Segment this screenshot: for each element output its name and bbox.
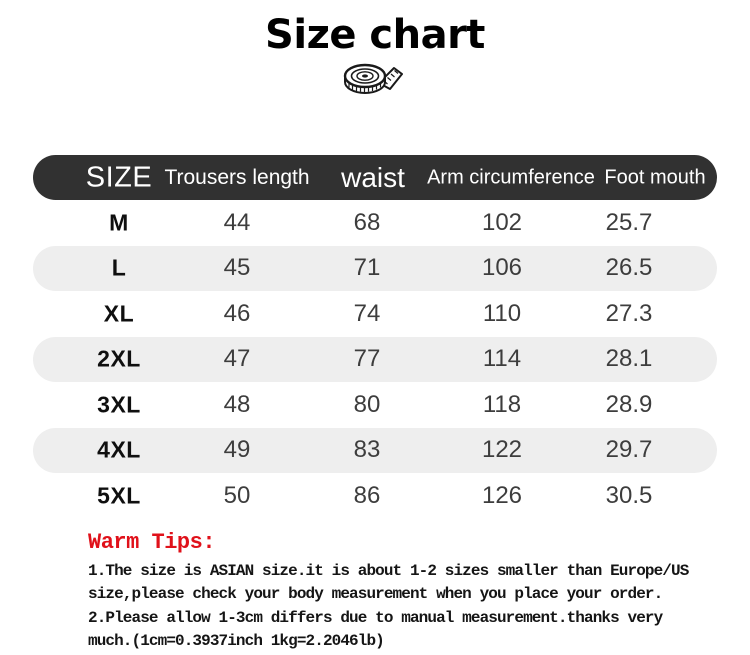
tip-line: 1.The size is ASIAN size.it is about 1-2… <box>88 561 689 580</box>
value-cell: 28.9 <box>605 390 653 418</box>
size-label: L <box>111 254 127 281</box>
value-cell: 110 <box>482 299 522 327</box>
value-cell: 122 <box>481 436 523 464</box>
size-label: M <box>109 209 129 236</box>
table-row-m: M 44 68 102 25.7 <box>33 200 717 246</box>
value-cell: 49 <box>223 436 251 464</box>
table-row-5xl: 5XL 50 86 126 30.5 <box>33 473 717 519</box>
tip-line: size,please check your body measurement … <box>88 585 663 603</box>
value-cell: 30.5 <box>605 481 653 509</box>
table-header-row: SIZE Trousers length waist Arm circumferenc… <box>33 155 717 200</box>
value-cell: 29.7 <box>605 436 653 464</box>
size-label: 5XL <box>97 482 141 509</box>
tip-line: 2.Please allow 1-3cm differs due to manu… <box>88 608 663 627</box>
table-row-xl: XL 46 74 110 27.3 <box>33 291 717 337</box>
size-label: 4XL <box>97 436 141 463</box>
value-cell: 46 <box>223 299 251 327</box>
value-cell: 44 <box>223 208 251 236</box>
table-row-3xl: 3XL 48 80 118 28.9 <box>33 382 717 428</box>
value-cell: 126 <box>481 481 523 509</box>
value-cell: 106 <box>481 254 523 282</box>
size-label: 2XL <box>97 345 141 372</box>
column-header-trousers-length: Trousers length <box>164 165 310 189</box>
warm-tips-heading: Warm Tips: <box>88 529 216 555</box>
size-table: SIZE Trousers length waist Arm circumferenc… <box>33 155 717 519</box>
value-cell: 50 <box>223 481 251 509</box>
value-cell: 102 <box>481 208 523 236</box>
column-header-size: SIZE <box>85 161 153 193</box>
value-cell: 48 <box>223 390 251 418</box>
value-cell: 86 <box>353 481 381 509</box>
value-cell: 26.5 <box>605 254 653 282</box>
table-row-2xl: 2XL 47 77 114 28.1 <box>33 336 717 382</box>
size-label: 3XL <box>97 391 141 418</box>
value-cell: 74 <box>353 299 381 327</box>
value-cell: 47 <box>223 345 251 373</box>
value-cell: 77 <box>353 345 381 373</box>
value-cell: 114 <box>482 345 522 373</box>
value-cell: 28.1 <box>605 345 653 373</box>
value-cell: 71 <box>353 254 381 282</box>
table-row-l: L 45 71 106 26.5 <box>33 245 717 291</box>
tip-line: much.(1cm=0.3937inch 1kg=2.2046lb) <box>88 632 385 650</box>
size-label: XL <box>103 300 135 327</box>
warm-tips-section: Warm Tips: 1.The size is ASIAN size.it i… <box>88 529 750 654</box>
value-cell: 68 <box>353 208 381 236</box>
value-cell: 80 <box>353 390 381 418</box>
column-header-foot-mouth: Foot mouth <box>604 166 706 188</box>
column-header-waist: waist <box>341 161 405 193</box>
column-header-arm-circumference: Arm circumference <box>427 166 595 188</box>
page-title: Size chart <box>265 12 485 58</box>
measuring-tape-icon <box>0 60 750 98</box>
value-cell: 25.7 <box>605 208 653 236</box>
value-cell: 27.3 <box>605 299 653 327</box>
value-cell: 45 <box>223 254 251 282</box>
value-cell: 118 <box>482 390 522 418</box>
value-cell: 83 <box>353 436 381 464</box>
table-row-4xl: 4XL 49 83 122 29.7 <box>33 427 717 473</box>
